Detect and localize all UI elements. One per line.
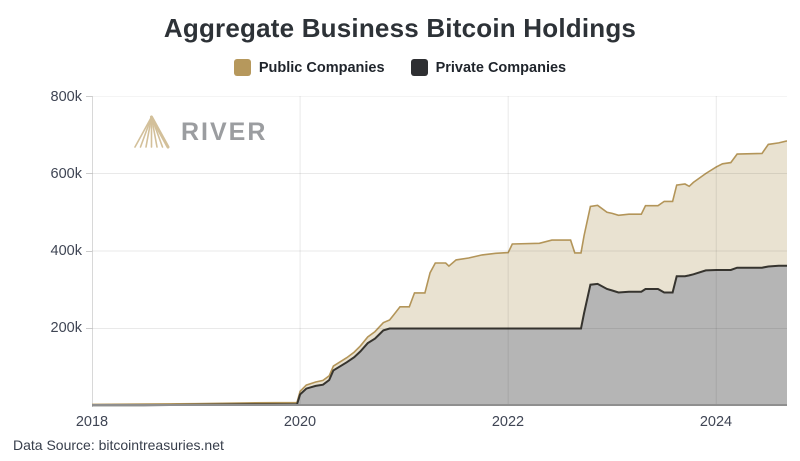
data-source-note: Data Source: bitcointreasuries.net bbox=[13, 437, 224, 453]
stacked-area-chart bbox=[92, 96, 787, 407]
y-axis-line bbox=[92, 96, 93, 407]
x-axis-label-2018: 2018 bbox=[75, 414, 109, 430]
river-brand-text: RIVER bbox=[181, 117, 268, 146]
y-tick bbox=[86, 251, 92, 252]
y-axis-label-800k: 800k bbox=[50, 89, 82, 105]
y-axis-label-200k: 200k bbox=[50, 320, 82, 336]
y-axis-label-600k: 600k bbox=[50, 166, 82, 182]
x-axis-label-2022: 2022 bbox=[491, 414, 525, 430]
legend-label-private: Private Companies bbox=[435, 59, 567, 76]
public-companies-swatch-icon bbox=[233, 59, 251, 76]
y-tick bbox=[86, 96, 92, 97]
y-tick bbox=[86, 328, 92, 329]
x-axis-label-2024: 2024 bbox=[699, 414, 733, 430]
legend-label-public: Public Companies bbox=[258, 59, 385, 76]
legend-item-public: Public Companies bbox=[233, 59, 385, 76]
private-companies-swatch-icon bbox=[410, 59, 428, 76]
river-mountain-logo-icon bbox=[134, 115, 170, 149]
chart-title: Aggregate Business Bitcoin Holdings bbox=[163, 13, 637, 43]
river-watermark: RIVER bbox=[133, 115, 267, 149]
y-axis-label-400k: 400k bbox=[50, 243, 82, 259]
legend-item-private: Private Companies bbox=[410, 59, 567, 76]
legend: Public Companies Private Companies bbox=[0, 59, 800, 76]
x-axis-label-2020: 2020 bbox=[283, 414, 317, 430]
y-tick bbox=[86, 173, 92, 174]
